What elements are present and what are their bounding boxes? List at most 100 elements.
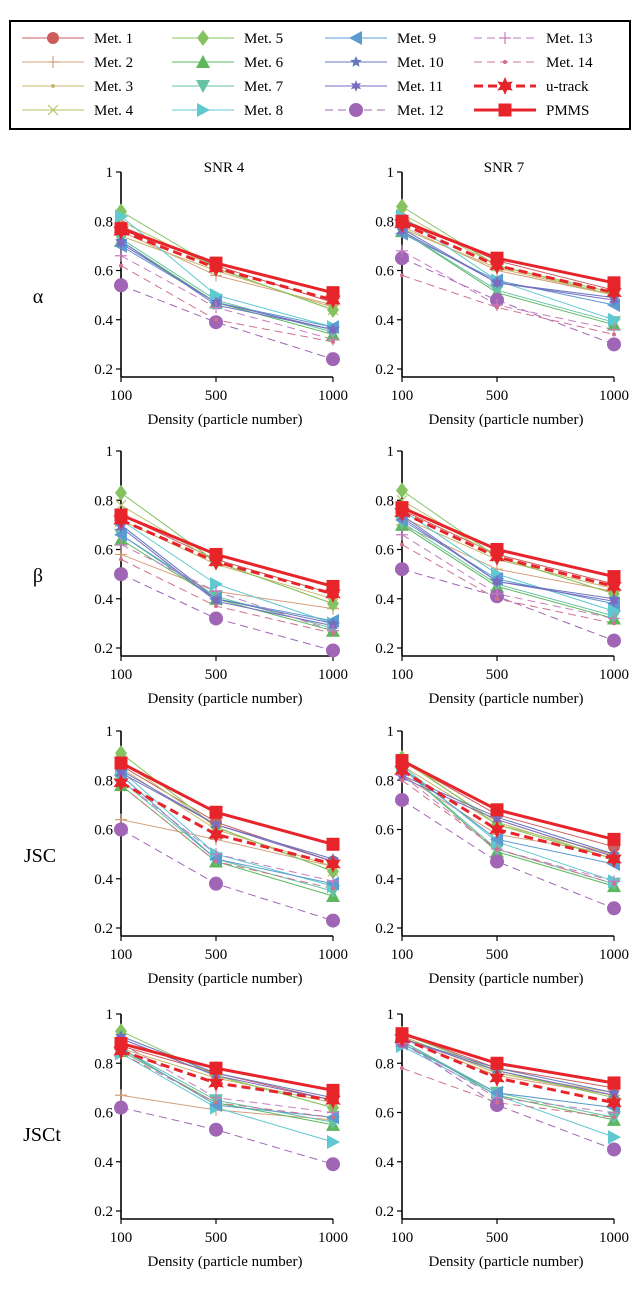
y-tick-label: 1 (106, 165, 114, 181)
series-line (401, 568, 615, 642)
data-point (607, 633, 621, 648)
data-point (115, 766, 127, 779)
legend-entry: Met. 5 (172, 30, 283, 47)
x-tick-label: 500 (486, 947, 509, 963)
legend-marker (349, 31, 362, 45)
x-tick-label: 100 (110, 1230, 133, 1246)
legend-entry: Met. 9 (325, 31, 436, 47)
data-point (115, 484, 127, 501)
data-point (214, 859, 218, 864)
legend-label: Met. 3 (94, 79, 133, 95)
y-tick-label: 1 (387, 165, 395, 181)
legend-label: Met. 7 (244, 79, 284, 95)
series-line (401, 506, 615, 579)
y-tick-label: 0.2 (94, 1204, 113, 1220)
series-line (401, 499, 615, 595)
legend-label: Met. 6 (244, 55, 284, 71)
data-point (326, 579, 340, 593)
data-point (612, 332, 616, 337)
data-point (209, 876, 223, 891)
y-tick-label: 0.6 (375, 823, 394, 839)
data-point (608, 312, 621, 327)
data-point (608, 595, 620, 608)
data-point (114, 756, 128, 770)
legend-entry: Met. 13 (474, 31, 593, 47)
series-line (120, 242, 334, 331)
data-point (396, 198, 408, 215)
legend-entry: Met. 1 (22, 31, 133, 47)
series-line (401, 774, 615, 855)
y-tick-label: 0.8 (375, 214, 394, 230)
legend-marker (47, 56, 59, 68)
legend-label: Met. 13 (546, 31, 593, 47)
data-point (612, 881, 616, 886)
data-point (607, 1142, 621, 1157)
y-tick-label: 0.8 (94, 1056, 113, 1072)
data-point (491, 813, 503, 826)
data-point (606, 577, 622, 596)
x-tick-label: 100 (391, 1230, 414, 1246)
legend-entry: Met. 11 (325, 79, 443, 95)
data-point (208, 825, 224, 844)
data-point (607, 832, 621, 846)
y-tick-label: 0.6 (375, 264, 394, 280)
series-line (120, 774, 334, 885)
data-point (113, 1041, 129, 1060)
x-axis-label: Density (particle number) (148, 1254, 303, 1270)
data-point (396, 244, 408, 257)
data-point (114, 1100, 128, 1115)
x-tick-label: 100 (391, 667, 414, 683)
data-point (495, 596, 499, 601)
legend-entry: PMMS (474, 103, 589, 119)
y-tick-label: 0.8 (94, 773, 113, 789)
y-tick-label: 0.6 (94, 264, 113, 280)
panel: 0.2 0.4 0.6 0.8 1 100 500 1000 Density (particle… (94, 165, 348, 428)
data-point (331, 1115, 335, 1120)
y-tick-label: 0.6 (94, 823, 113, 839)
x-tick-label: 500 (486, 667, 509, 683)
data-point (606, 283, 622, 302)
legend-label: u-track (546, 79, 589, 95)
data-point (490, 251, 504, 265)
legend-entry: Met. 7 (172, 79, 284, 95)
x-tick-label: 100 (110, 947, 133, 963)
data-point (214, 604, 218, 609)
x-axis-label: Density (particle number) (429, 1254, 584, 1270)
data-point (115, 538, 127, 551)
legend-label: Met. 12 (397, 103, 444, 119)
panel: 0.2 0.4 0.6 0.8 1 100 500 1000 Density (particle… (375, 165, 629, 428)
row-label: β (33, 565, 43, 587)
data-point (119, 263, 123, 268)
data-point (490, 854, 504, 869)
data-point (607, 337, 621, 352)
y-tick-label: 0.8 (94, 493, 113, 509)
y-tick-label: 0.2 (375, 362, 394, 378)
y-tick-label: 0.2 (94, 921, 113, 937)
data-point (400, 778, 404, 783)
row-label: α (33, 286, 44, 308)
data-point (489, 1069, 505, 1088)
legend-entry: Met. 12 (325, 103, 444, 119)
row-label: JSCt (23, 1124, 61, 1146)
x-tick-label: 1000 (318, 1230, 348, 1246)
data-point (326, 286, 340, 300)
y-tick-label: 1 (387, 444, 395, 460)
column-title-snr7: SNR 7 (484, 160, 525, 176)
series-line (120, 752, 334, 872)
series-line (120, 1052, 334, 1143)
y-tick-label: 0.6 (375, 1106, 394, 1122)
y-tick-label: 0.2 (94, 362, 113, 378)
series-line (401, 218, 615, 291)
data-point (326, 1157, 340, 1172)
x-tick-label: 1000 (599, 388, 629, 404)
legend-marker (350, 56, 362, 67)
data-point (491, 276, 503, 289)
data-point (490, 832, 503, 847)
y-tick-label: 1 (387, 724, 395, 740)
data-point (395, 251, 409, 266)
series-line (401, 250, 615, 331)
data-point (490, 1098, 504, 1113)
y-tick-label: 0.4 (375, 1155, 394, 1171)
y-tick-label: 0.2 (375, 921, 394, 937)
